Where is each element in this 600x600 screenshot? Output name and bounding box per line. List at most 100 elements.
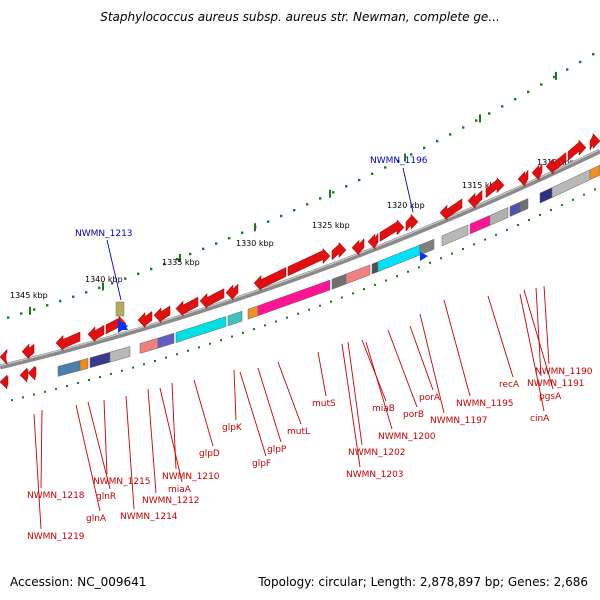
gene-label[interactable]: NWMN_1218 xyxy=(27,491,85,501)
gene-arrow[interactable] xyxy=(87,324,105,343)
gene-arrow[interactable] xyxy=(0,348,8,366)
gene-label[interactable]: miaA xyxy=(168,485,192,495)
gene-arrow[interactable] xyxy=(517,169,529,188)
gene-arrow[interactable] xyxy=(27,365,37,381)
gene-label[interactable]: miaB xyxy=(372,404,395,414)
gene-arrow[interactable] xyxy=(19,367,29,383)
backbone-line xyxy=(0,148,600,370)
gene-label[interactable]: NWMN_1202 xyxy=(348,448,406,458)
gene-arrow[interactable] xyxy=(0,374,9,390)
gene-arrow[interactable] xyxy=(379,219,405,242)
annotation-block[interactable] xyxy=(377,244,421,273)
gene-label[interactable]: mutL xyxy=(287,427,310,437)
gene-label[interactable]: glpP xyxy=(267,445,287,455)
feature-dot xyxy=(132,366,134,369)
annotation-block[interactable] xyxy=(519,198,529,213)
gene-arrow[interactable] xyxy=(55,331,81,352)
scale-dot xyxy=(319,197,322,200)
gene-arrow[interactable] xyxy=(405,213,419,232)
gene-label[interactable]: glpK xyxy=(222,423,243,433)
highlight-feature-block[interactable] xyxy=(115,301,125,317)
annotation-block[interactable] xyxy=(175,316,227,343)
gene-arrow[interactable] xyxy=(467,189,483,210)
gene-label[interactable]: glpD xyxy=(199,449,220,459)
gene-arrow[interactable] xyxy=(545,152,567,175)
gene-arrow[interactable] xyxy=(485,177,505,199)
annotation-block[interactable] xyxy=(79,358,89,371)
gene-label[interactable]: NWMN_1195 xyxy=(456,399,514,409)
gene-arrow[interactable] xyxy=(199,288,225,310)
gene-label[interactable]: NWMN_1200 xyxy=(378,432,436,442)
gene-label[interactable]: NWMN_1212 xyxy=(142,496,200,506)
feature-dot xyxy=(440,257,442,260)
gene-label[interactable]: recA xyxy=(499,380,520,390)
gene-label[interactable]: glnA xyxy=(86,514,107,524)
gene-label[interactable]: NWMN_1191 xyxy=(527,379,585,389)
marker-pointer-icon[interactable] xyxy=(420,252,428,261)
gene-label[interactable]: pgsA xyxy=(539,392,562,402)
annotation-block[interactable] xyxy=(139,337,159,354)
annotation-block[interactable] xyxy=(371,261,379,275)
annotation-block[interactable] xyxy=(419,238,435,256)
feature-dot xyxy=(33,393,35,396)
scale-tick-label: 1330 kbp xyxy=(236,239,274,248)
annotation-block[interactable] xyxy=(589,164,600,181)
annotation-block[interactable] xyxy=(345,264,371,285)
annotation-block[interactable] xyxy=(247,305,259,320)
gene-arrow[interactable] xyxy=(531,163,543,181)
feature-dot xyxy=(99,376,101,378)
gene-arrow[interactable] xyxy=(287,247,331,277)
gene-label[interactable]: NWMN_1190 xyxy=(535,367,593,377)
gene-arrow[interactable] xyxy=(589,132,600,151)
annotation-block[interactable] xyxy=(109,346,131,363)
gene-arrow[interactable] xyxy=(21,343,35,360)
gene-label[interactable]: mutS xyxy=(312,399,336,409)
highlight-label[interactable]: NWMN_1196 xyxy=(370,156,428,166)
scale-dot xyxy=(98,286,101,290)
annotation-block[interactable] xyxy=(257,279,331,317)
gene-label[interactable]: NWMN_1203 xyxy=(346,470,404,480)
highlight-label[interactable]: NWMN_1213 xyxy=(75,229,133,239)
gene-label[interactable]: NWMN_1214 xyxy=(120,512,178,522)
gene-label[interactable]: glpF xyxy=(252,459,271,469)
gene-arrow[interactable] xyxy=(225,283,239,301)
annotation-block[interactable] xyxy=(331,273,347,290)
scale-dot xyxy=(423,146,426,150)
annotation-block[interactable] xyxy=(551,169,591,198)
scale-tick-label: 1340 kbp xyxy=(85,275,123,284)
gene-arrow[interactable] xyxy=(351,237,365,256)
annotation-block[interactable] xyxy=(227,310,243,327)
annotation-block[interactable] xyxy=(89,351,111,369)
gene-label[interactable]: cinA xyxy=(530,414,550,424)
gene-arrow[interactable] xyxy=(153,305,171,324)
gene-label[interactable]: NWMN_1197 xyxy=(430,416,488,426)
map-title: Staphylococcus aureus subsp. aureus str.… xyxy=(100,10,500,24)
gene-arrow[interactable] xyxy=(253,267,287,292)
annotation-block[interactable] xyxy=(539,187,553,204)
gene-arrow[interactable] xyxy=(567,139,587,162)
gene-arrow[interactable] xyxy=(175,296,199,317)
gene-label[interactable]: porB xyxy=(403,410,424,420)
feature-dot xyxy=(517,224,519,227)
annotation-block[interactable] xyxy=(489,207,509,226)
annotation-block[interactable] xyxy=(157,332,175,349)
feature-dot xyxy=(396,275,398,278)
gene-arrow[interactable] xyxy=(137,310,153,329)
gene-label[interactable]: glnR xyxy=(96,492,116,502)
leader-line xyxy=(171,382,177,470)
annotation-block[interactable] xyxy=(509,201,521,217)
gene-label[interactable]: NWMN_1215 xyxy=(93,477,151,487)
annotation-block[interactable] xyxy=(441,224,469,247)
feature-dot xyxy=(363,288,365,291)
gene-arrow[interactable] xyxy=(367,232,379,250)
gene-label[interactable]: NWMN_1210 xyxy=(162,472,220,482)
leader-line xyxy=(409,325,434,391)
annotation-block[interactable] xyxy=(57,360,81,377)
gene-arrow[interactable] xyxy=(439,198,463,221)
annotation-block[interactable] xyxy=(469,214,491,235)
gene-label[interactable]: NWMN_1219 xyxy=(27,532,85,542)
gene-label[interactable]: porA xyxy=(419,393,441,403)
gene-arrow[interactable] xyxy=(331,241,347,261)
marker-pointer-icon[interactable] xyxy=(118,320,128,333)
